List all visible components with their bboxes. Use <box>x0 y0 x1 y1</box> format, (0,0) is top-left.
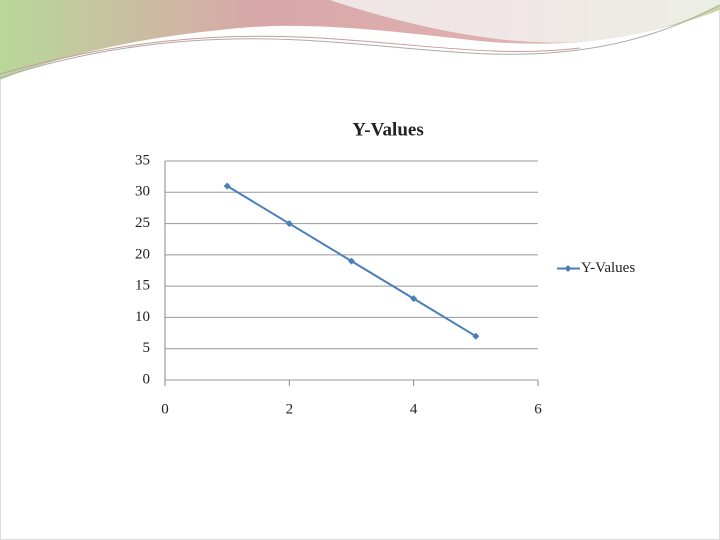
x-tick-label: 0 <box>161 401 169 417</box>
data-point <box>472 332 480 340</box>
legend-marker <box>564 265 572 272</box>
header-curve <box>0 4 720 79</box>
data-point <box>223 182 231 190</box>
x-tick-label: 6 <box>534 401 542 417</box>
data-point <box>348 257 355 265</box>
y-tick-label: 25 <box>135 215 150 231</box>
y-tick-label: 35 <box>135 152 150 168</box>
header-curve <box>0 35 581 75</box>
x-tick-label: 2 <box>286 401 294 417</box>
y-tick-label: 20 <box>135 246 150 262</box>
y-tick-label: 0 <box>143 371 151 387</box>
x-tick-label: 4 <box>410 401 418 417</box>
data-point <box>285 220 293 228</box>
legend-label: Y-Values <box>581 260 635 276</box>
chart-title: Y-Values <box>352 119 423 140</box>
y-tick-label: 15 <box>135 278 150 294</box>
data-point <box>410 295 418 303</box>
y-tick-label: 5 <box>143 340 151 356</box>
y-tick-label: 10 <box>135 309 150 325</box>
header-highlight <box>330 0 720 43</box>
y-tick-label: 30 <box>135 184 150 200</box>
